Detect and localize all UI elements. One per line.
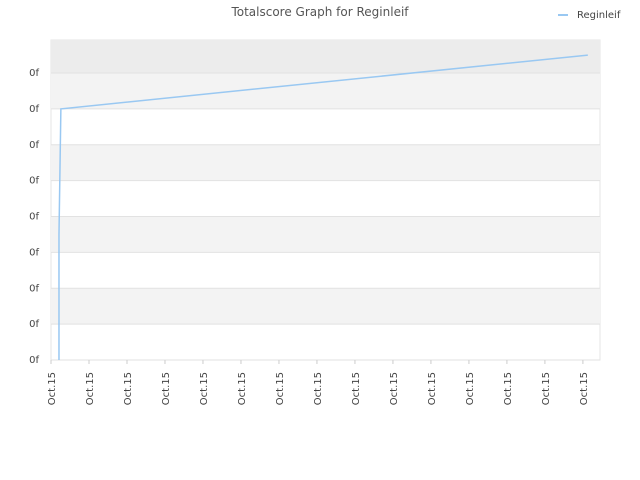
- x-tick-label: Oct.15: [47, 372, 58, 405]
- plot-band: [51, 288, 600, 325]
- x-tick-label: Oct.15: [275, 372, 286, 405]
- y-tick-label: 0f: [29, 355, 39, 366]
- x-tick-label: Oct.15: [427, 372, 438, 405]
- series-line: [58, 54, 588, 360]
- x-tick-label: Oct.15: [541, 372, 552, 405]
- x-tick-label: Oct.15: [123, 372, 134, 405]
- x-tick-label: Oct.15: [237, 372, 248, 405]
- y-tick-label: 0f: [29, 283, 39, 294]
- legend-label: Reginleif: [577, 10, 621, 21]
- y-tick-label: 0f: [29, 140, 39, 151]
- x-tick-label: Oct.15: [503, 372, 514, 405]
- x-tick-label: Oct.15: [161, 372, 172, 405]
- x-tick-label: Oct.15: [199, 372, 210, 405]
- x-tick-label: Oct.15: [85, 372, 96, 405]
- x-tick-label: Oct.15: [351, 372, 362, 405]
- y-tick-label: 0f: [29, 68, 39, 79]
- chart-title: Totalscore Graph for Reginleif: [230, 5, 409, 19]
- y-tick-label: 0f: [29, 104, 39, 115]
- plot-band: [51, 216, 600, 253]
- y-tick-label: 0f: [29, 176, 39, 187]
- x-tick-label: Oct.15: [389, 372, 400, 405]
- y-tick-label: 0f: [29, 212, 39, 223]
- plot-band: [51, 40, 600, 74]
- plot-band: [51, 73, 600, 109]
- x-tick-label: Oct.15: [313, 372, 324, 405]
- plot-band: [51, 144, 600, 181]
- x-tick-label: Oct.15: [579, 372, 590, 405]
- y-tick-label: 0f: [29, 247, 39, 258]
- x-tick-label: Oct.15: [465, 372, 476, 405]
- y-tick-label: 0f: [29, 319, 39, 330]
